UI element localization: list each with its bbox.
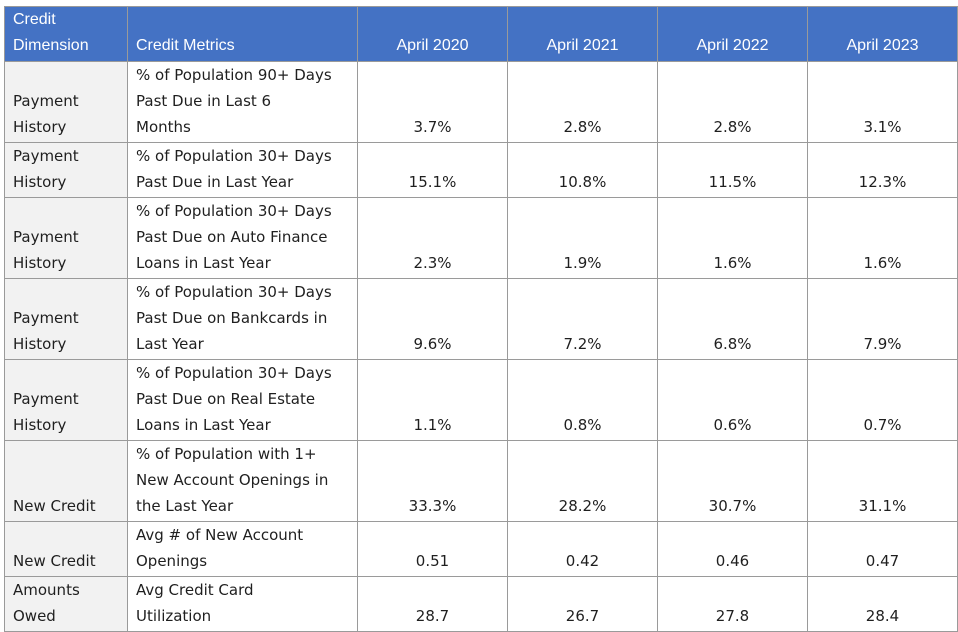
value-cell: 0.6% [657, 359, 808, 441]
value-cell: 1.6% [657, 197, 808, 279]
value-cell: 2.8% [657, 61, 808, 143]
metric-cell: % of Population 30+ Days Past Due on Aut… [127, 197, 358, 279]
value-cell: 2.3% [357, 197, 508, 279]
value-cell: 33.3% [357, 440, 508, 522]
table-row: Payment History % of Population 90+ Days… [4, 61, 958, 143]
header-april-2021: April 2021 [507, 6, 658, 62]
metric-cell: Avg Credit Card Utilization [127, 576, 358, 632]
value-cell: 1.9% [507, 197, 658, 279]
value-cell: 0.8% [507, 359, 658, 441]
header-april-2020: April 2020 [357, 6, 508, 62]
value-cell: 9.6% [357, 278, 508, 360]
table-row: Amounts Owed Avg Credit Card Utilization… [4, 576, 958, 632]
dimension-cell: Amounts Owed [4, 576, 128, 632]
value-cell: 3.7% [357, 61, 508, 143]
table-row: New Credit % of Population with 1+ New A… [4, 440, 958, 522]
metric-cell: % of Population 30+ Days Past Due on Ban… [127, 278, 358, 360]
value-cell: 15.1% [357, 142, 508, 198]
header-credit-dimension: Credit Dimension [4, 6, 128, 62]
metric-cell: % of Population 90+ Days Past Due in Las… [127, 61, 358, 143]
metric-cell: % of Population with 1+ New Account Open… [127, 440, 358, 522]
value-cell: 1.1% [357, 359, 508, 441]
value-cell: 30.7% [657, 440, 808, 522]
value-cell: 0.47 [807, 521, 958, 577]
value-cell: 0.46 [657, 521, 808, 577]
table-row: Payment History % of Population 30+ Days… [4, 278, 958, 360]
value-cell: 12.3% [807, 142, 958, 198]
value-cell: 2.8% [507, 61, 658, 143]
table-header: Credit Dimension Credit Metrics April 20… [4, 6, 958, 62]
dimension-cell: Payment History [4, 278, 128, 360]
table-row: Payment History % of Population 30+ Days… [4, 142, 958, 198]
value-cell: 0.7% [807, 359, 958, 441]
table-body: Payment History % of Population 90+ Days… [4, 61, 958, 632]
credit-metrics-table: Credit Dimension Credit Metrics April 20… [4, 6, 958, 632]
metric-cell: % of Population 30+ Days Past Due on Rea… [127, 359, 358, 441]
dimension-cell: Payment History [4, 142, 128, 198]
value-cell: 0.42 [507, 521, 658, 577]
header-april-2023: April 2023 [807, 6, 958, 62]
header-credit-metrics: Credit Metrics [127, 6, 358, 62]
value-cell: 0.51 [357, 521, 508, 577]
dimension-cell: Payment History [4, 61, 128, 143]
table-row: New Credit Avg # of New Account Openings… [4, 521, 958, 577]
value-cell: 6.8% [657, 278, 808, 360]
value-cell: 28.2% [507, 440, 658, 522]
value-cell: 3.1% [807, 61, 958, 143]
value-cell: 11.5% [657, 142, 808, 198]
table-row: Payment History % of Population 30+ Days… [4, 197, 958, 279]
value-cell: 27.8 [657, 576, 808, 632]
dimension-cell: Payment History [4, 359, 128, 441]
header-april-2022: April 2022 [657, 6, 808, 62]
value-cell: 28.7 [357, 576, 508, 632]
value-cell: 7.2% [507, 278, 658, 360]
value-cell: 28.4 [807, 576, 958, 632]
dimension-cell: New Credit [4, 521, 128, 577]
value-cell: 7.9% [807, 278, 958, 360]
value-cell: 26.7 [507, 576, 658, 632]
value-cell: 1.6% [807, 197, 958, 279]
header-row: Credit Dimension Credit Metrics April 20… [4, 6, 958, 62]
metric-cell: % of Population 30+ Days Past Due in Las… [127, 142, 358, 198]
table-row: Payment History % of Population 30+ Days… [4, 359, 958, 441]
dimension-cell: Payment History [4, 197, 128, 279]
dimension-cell: New Credit [4, 440, 128, 522]
value-cell: 10.8% [507, 142, 658, 198]
value-cell: 31.1% [807, 440, 958, 522]
metric-cell: Avg # of New Account Openings [127, 521, 358, 577]
